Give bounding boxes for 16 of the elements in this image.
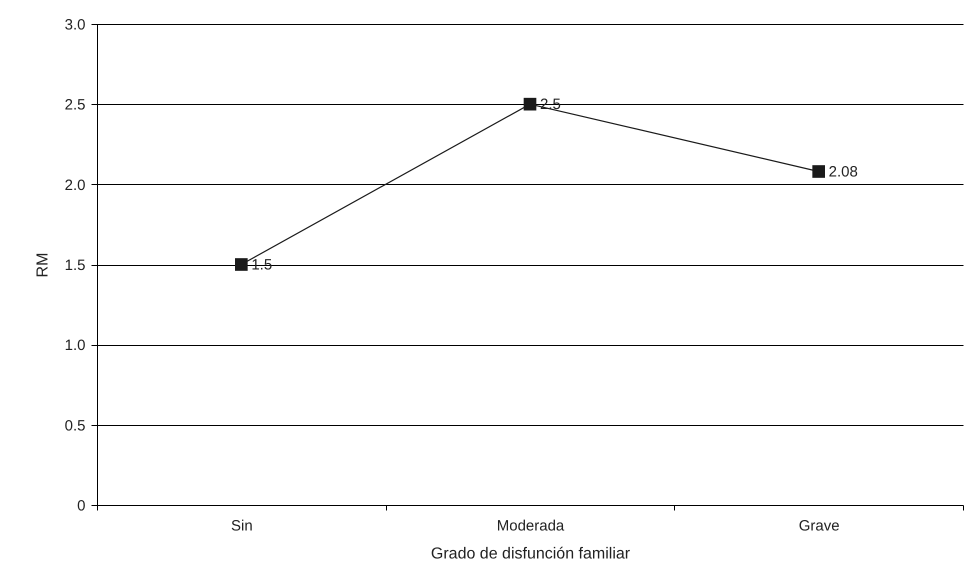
point: [812, 165, 825, 178]
y-tick-label: 1.0: [64, 337, 86, 354]
y-tick-label: 1.5: [64, 257, 86, 274]
x-tick-label: Grave: [798, 518, 840, 534]
y-tick-label: 2.0: [64, 176, 86, 194]
y-tick-label: 2.5: [64, 96, 86, 114]
x-axis-title: Grado de disfunción familiar: [430, 546, 631, 562]
x-tick-label: Sin: [230, 518, 253, 534]
x-tick-label: Moderada: [496, 518, 565, 534]
point: [235, 258, 248, 271]
point: [524, 98, 536, 110]
y-tick-label: 0: [77, 498, 86, 514]
y-axis-title: RM: [34, 252, 52, 278]
y-tick-label: 3.0: [64, 16, 86, 34]
data-label: 2.08: [828, 164, 858, 181]
y-tick-label: 0.5: [64, 417, 86, 434]
